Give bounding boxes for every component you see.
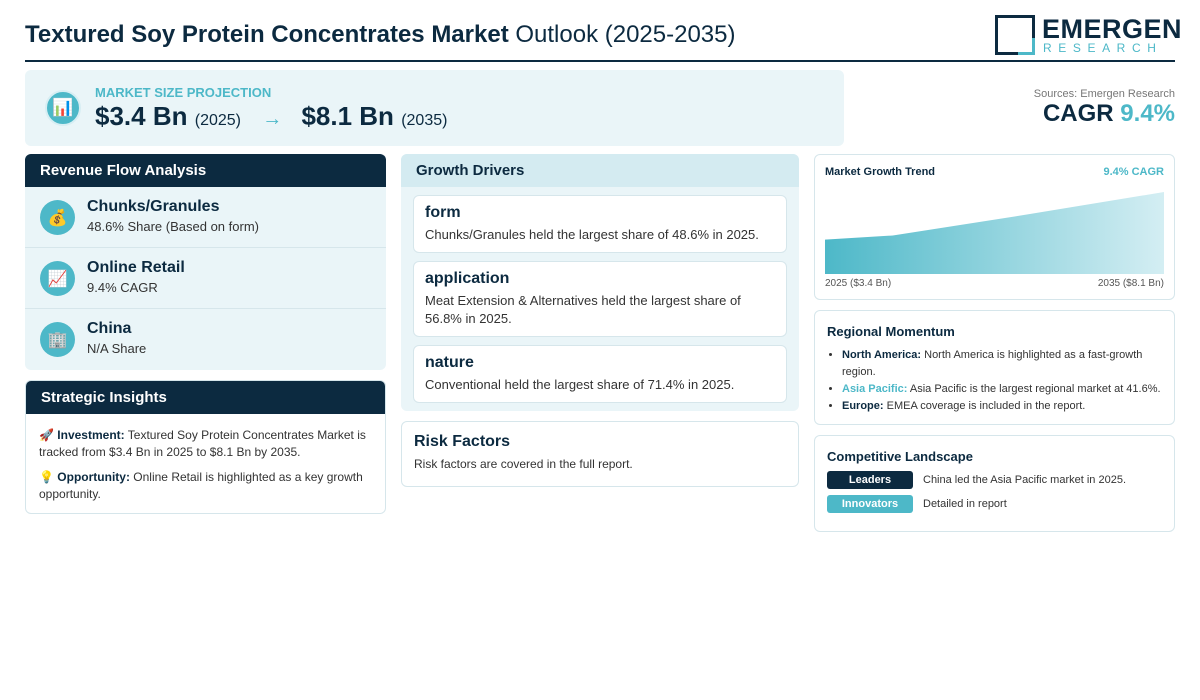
driver-card: application Meat Extension & Alternative… (413, 261, 787, 337)
revenue-item: 📈 Online Retail 9.4% CAGR (25, 248, 386, 309)
lightbulb-icon: 💡 (39, 470, 54, 484)
projection-end-value: $8.1 Bn (301, 101, 394, 131)
region-item: Europe: EMEA coverage is included in the… (842, 398, 1167, 415)
projection-start-value: $3.4 Bn (95, 101, 188, 131)
revenue-item-sub: N/A Share (87, 341, 147, 356)
innovators-badge: Innovators (827, 495, 913, 513)
leaders-badge: Leaders (827, 471, 913, 489)
projection-end-year: (2035) (401, 112, 448, 129)
chart-up-icon: 📈 (40, 261, 75, 296)
driver-desc: Meat Extension & Alternatives held the l… (425, 293, 741, 326)
revenue-flow-panel: Revenue Flow Analysis 💰 Chunks/Granules … (25, 154, 386, 370)
page-title-light: Outlook (2025-2035) (515, 21, 736, 48)
driver-title: form (425, 204, 461, 221)
insight-text: Textured Soy Protein Concentrates Market… (39, 428, 366, 459)
region-item: North America: North America is highligh… (842, 347, 1167, 381)
strategic-insights-panel: Strategic Insights 🚀 Investment: Texture… (25, 380, 386, 514)
revenue-item-sub: 48.6% Share (Based on form) (87, 219, 259, 234)
trend-title: Market Growth Trend (825, 166, 936, 178)
cagr-label: CAGR (1042, 100, 1114, 127)
header-divider (25, 60, 1175, 62)
innovators-text: Detailed in report (923, 498, 1007, 510)
region-label: North America: (842, 349, 922, 361)
region-label: Europe: (842, 400, 884, 412)
risk-factors-desc: Risk factors are covered in the full rep… (414, 457, 633, 471)
region-list: North America: North America is highligh… (842, 347, 1167, 415)
insight-opportunity: 💡 Opportunity: Online Retail is highligh… (39, 469, 374, 503)
revenue-item-title: Online Retail (87, 259, 185, 276)
trend-rate: 9.4% CAGR (1103, 166, 1164, 178)
insight-investment: 🚀 Investment: Textured Soy Protein Conce… (39, 427, 374, 461)
regional-momentum-card: Regional Momentum North America: North A… (814, 310, 1175, 425)
page-title: Textured Soy Protein Concentrates Market… (25, 20, 736, 50)
growth-drivers-title: Growth Drivers (401, 154, 799, 187)
trend-x-start: 2025 ($3.4 Bn) (825, 278, 892, 289)
region-text: Asia Pacific is the largest regional mar… (909, 383, 1161, 395)
risk-factors-title: Risk Factors (414, 433, 511, 450)
insight-label: Opportunity: (57, 470, 130, 484)
leaders-text: China led the Asia Pacific market in 202… (923, 474, 1127, 486)
insight-label: Investment: (57, 428, 125, 442)
logo-word-emergen: EMERGEN (1042, 14, 1183, 44)
revenue-flow-title: Revenue Flow Analysis (25, 154, 386, 187)
trend-area-series (825, 192, 1164, 274)
driver-card: nature Conventional held the largest sha… (413, 345, 787, 403)
competitive-landscape-title: Competitive Landscape (827, 449, 973, 464)
projection-label: MARKET SIZE PROJECTION (95, 85, 272, 100)
strategic-insights-title: Strategic Insights (26, 381, 385, 414)
projection-start-year: (2025) (194, 112, 241, 129)
cagr-value: 9.4% (1120, 100, 1175, 127)
region-text: EMEA coverage is included in the report. (886, 400, 1086, 412)
region-label: Asia Pacific: (842, 383, 908, 395)
driver-title: nature (425, 354, 474, 371)
driver-title: application (425, 270, 510, 287)
region-text: North America is highlighted as a fast-g… (842, 349, 1143, 378)
projection-values: $3.4 Bn (2025) → $8.1 Bn (2035) (95, 101, 447, 132)
revenue-item-title: Chunks/Granules (87, 198, 220, 215)
cagr-figure: CAGR 9.4% (1043, 100, 1175, 128)
insight-text: Online Retail is highlighted as a key gr… (39, 470, 363, 501)
market-growth-trend-card: Market Growth Trend 9.4% CAGR 2025 ($3.4… (814, 154, 1175, 300)
competitive-landscape-card: Competitive Landscape Leaders China led … (814, 435, 1175, 532)
driver-desc: Conventional held the largest share of 7… (425, 377, 735, 392)
arrow-right-icon: → (262, 108, 283, 130)
logo-mark-icon (995, 15, 1035, 55)
revenue-item: 🏢 China N/A Share (25, 309, 386, 370)
bar-chart-icon: 📊 (45, 90, 81, 126)
regional-momentum-title: Regional Momentum (827, 324, 955, 339)
driver-desc: Chunks/Granules held the largest share o… (425, 227, 759, 242)
page-title-bold: Textured Soy Protein Concentrates Market (25, 21, 509, 48)
driver-card: form Chunks/Granules held the largest sh… (413, 195, 787, 253)
building-icon: 🏢 (40, 322, 75, 357)
trend-x-end: 2035 ($8.1 Bn) (1097, 278, 1164, 289)
trend-area-chart (825, 192, 1164, 274)
revenue-item-title: China (87, 320, 132, 337)
money-bag-icon: 💰 (40, 200, 75, 235)
risk-factors-panel: Risk Factors Risk factors are covered in… (401, 421, 799, 487)
rocket-icon: 🚀 (39, 428, 54, 442)
emergen-logo[interactable]: EMERGEN RESEARCH (995, 14, 1182, 56)
revenue-item-sub: 9.4% CAGR (87, 280, 158, 295)
growth-drivers-panel: Growth Drivers form Chunks/Granules held… (401, 154, 799, 411)
sources-text: Sources: Emergen Research (1033, 88, 1175, 100)
region-item: Asia Pacific: Asia Pacific is the larges… (842, 381, 1167, 398)
market-size-projection: 📊 MARKET SIZE PROJECTION $3.4 Bn (2025) … (25, 70, 844, 146)
revenue-item: 💰 Chunks/Granules 48.6% Share (Based on … (25, 187, 386, 248)
logo-word-research: RESEARCH (1043, 41, 1163, 55)
